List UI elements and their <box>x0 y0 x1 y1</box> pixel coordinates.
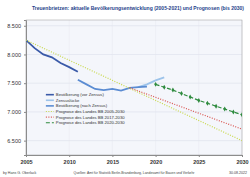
series-line <box>26 40 242 141</box>
grid-line <box>112 20 113 155</box>
tick-label: 2025 <box>193 159 205 165</box>
tick: 2025 <box>193 155 205 165</box>
marker <box>215 104 218 109</box>
legend-swatch <box>46 117 54 118</box>
tick-mark <box>69 155 70 157</box>
legend-swatch <box>46 99 54 101</box>
title: Treuenbrietzen: aktuelle Bevölkerungsent… <box>32 5 244 11</box>
tick: 7.500 <box>7 80 26 86</box>
legend-label: Prognose des Landes BB 2017-2030 <box>56 115 125 120</box>
marker <box>154 82 157 87</box>
series-line <box>130 88 242 129</box>
tick: 7.000 <box>7 109 26 115</box>
legend-swatch <box>46 111 54 112</box>
x-axis: 2005 2010 2015 2020 2025 2030 <box>20 155 248 165</box>
tick-mark <box>24 112 26 113</box>
series-line <box>156 84 242 114</box>
series-line <box>138 77 164 87</box>
grid-line <box>26 25 242 26</box>
tick-mark <box>156 155 157 157</box>
legend-label: Prognose des Landes BB 2005-2030 <box>56 109 125 114</box>
series-line <box>78 80 147 91</box>
tick-mark <box>24 26 26 27</box>
tick-label: 6.500 <box>7 138 21 144</box>
legend-label: Bevölkerung (nach Zensus) <box>56 103 108 108</box>
marker <box>171 88 174 93</box>
tick: 2020 <box>150 155 162 165</box>
tick-label: 2015 <box>107 159 119 165</box>
tick-mark <box>24 83 26 84</box>
marker <box>232 109 235 114</box>
annotation: Quellen: Amt für Statistik Berlin-Brande… <box>74 171 196 175</box>
legend-swatch <box>46 105 54 107</box>
legend: Bevölkerung (vor Zensus)ZensuslückeBevöl… <box>46 92 125 125</box>
tick-label: 2010 <box>64 159 76 165</box>
tick-label: 2020 <box>150 159 162 165</box>
plot-frame <box>26 20 242 155</box>
axis-line <box>27 156 243 158</box>
tick-label: 8.500 <box>7 23 21 29</box>
grid-line <box>26 140 242 141</box>
annotation: 30.08.2022 <box>229 171 247 175</box>
legend-label: Prognose des Landes BB 2020-2030 <box>56 120 125 125</box>
series-line <box>26 40 242 141</box>
series-line <box>26 40 78 72</box>
marker <box>197 98 200 103</box>
marker <box>180 91 183 96</box>
tick-label: 2030 <box>236 159 248 165</box>
grid-line <box>26 83 242 84</box>
marker <box>241 112 242 117</box>
tick-mark <box>26 155 27 157</box>
marker <box>223 107 226 112</box>
tick-label: 7.000 <box>7 109 21 115</box>
marker <box>163 85 166 90</box>
tick-mark <box>242 155 243 157</box>
plot-background <box>26 20 242 155</box>
tick: 6.500 <box>7 138 26 144</box>
tick: 8.500 <box>7 23 26 29</box>
grid <box>26 20 242 155</box>
tick: 2015 <box>107 155 119 165</box>
tick: 2005 <box>20 155 32 165</box>
tick-label: 2005 <box>20 159 32 165</box>
tick-label: 8.000 <box>7 52 21 58</box>
legend-swatch <box>46 94 54 96</box>
tick: 2010 <box>64 155 76 165</box>
grid-line <box>155 20 156 155</box>
series-group <box>26 40 242 141</box>
legend-label: Zensuslücke <box>56 98 80 103</box>
tick-label: 7.500 <box>7 80 21 86</box>
legend-swatch <box>46 122 54 123</box>
annotation: by Hans G. Oberlack <box>3 171 37 175</box>
grid-line <box>69 20 70 155</box>
marker <box>206 101 209 106</box>
tick: 2030 <box>236 155 248 165</box>
chart: Treuenbrietzen: aktuelle Bevölkerungsent… <box>0 0 250 177</box>
y-axis: 6.500 7.000 7.500 8.000 8.500 <box>7 21 26 156</box>
tick-mark <box>199 155 200 157</box>
tick: 8.000 <box>7 52 26 58</box>
series-line <box>130 88 242 129</box>
legend-label: Bevölkerung (vor Zensus) <box>56 92 105 97</box>
grid-line <box>198 20 199 155</box>
tick-mark <box>24 141 26 142</box>
tick-mark <box>24 54 26 55</box>
tick-mark <box>112 155 113 157</box>
marker <box>189 95 192 100</box>
